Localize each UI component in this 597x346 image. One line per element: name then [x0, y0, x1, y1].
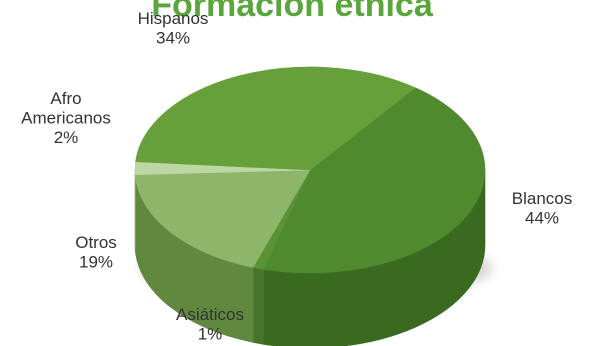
- pie-slice-otros: [134, 169, 311, 268]
- pie-labels: Blancos 44% Asiáticos 1% Otros 19% Afro America…: [21, 9, 572, 344]
- pie-label-line: 44%: [525, 209, 559, 228]
- pie-label-line: Afro: [50, 89, 81, 108]
- pie-label-hispanos: Hispanos 34%: [138, 9, 209, 48]
- pie-label-line: Hispanos: [138, 9, 209, 28]
- pie-slices: [134, 66, 486, 274]
- pie-slice-blancos: [263, 87, 486, 274]
- pie-label-line: Americanos: [21, 109, 111, 128]
- pie-label-line: Blancos: [512, 189, 572, 208]
- pie-label-line: 34%: [156, 29, 190, 48]
- pie-label-line: 2%: [54, 128, 79, 147]
- pie-label-asiaticos: Asiáticos 1%: [176, 305, 244, 344]
- chart-title: Formación étnica: [151, 0, 434, 24]
- pie-label-afro-americanos: Afro Americanos 2%: [21, 89, 111, 147]
- pie-label-line: 1%: [198, 325, 223, 344]
- pie-side-asiaticos: [252, 267, 264, 345]
- pie-label-line: Otros: [75, 233, 117, 252]
- pie-label-line: Asiáticos: [176, 305, 244, 324]
- pie-label-line: 19%: [79, 253, 113, 272]
- pie-slice-hispanos: [135, 66, 416, 171]
- pie-label-blancos: Blancos 44%: [512, 189, 572, 228]
- pie-label-otros: Otros 19%: [75, 233, 117, 272]
